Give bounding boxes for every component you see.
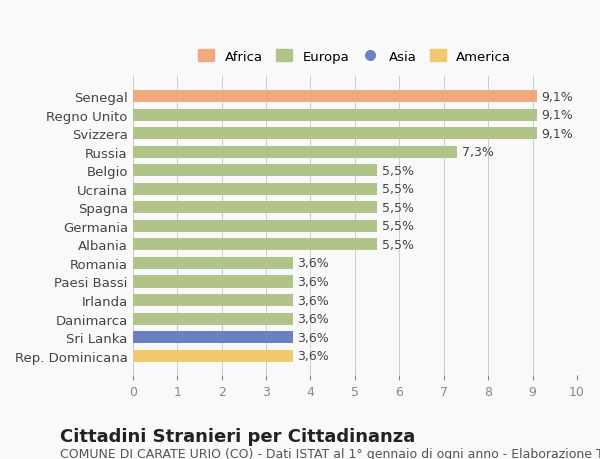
Bar bbox=[133, 276, 293, 288]
Text: 3,6%: 3,6% bbox=[297, 257, 329, 270]
Bar bbox=[133, 202, 377, 214]
Legend: Africa, Europa, Asia, America: Africa, Europa, Asia, America bbox=[193, 45, 517, 69]
Text: 5,5%: 5,5% bbox=[382, 164, 413, 177]
Bar bbox=[133, 313, 293, 325]
Bar bbox=[133, 146, 457, 158]
Text: 9,1%: 9,1% bbox=[542, 127, 573, 140]
Text: 7,3%: 7,3% bbox=[461, 146, 493, 159]
Text: 3,6%: 3,6% bbox=[297, 349, 329, 362]
Text: 5,5%: 5,5% bbox=[382, 202, 413, 214]
Text: 5,5%: 5,5% bbox=[382, 183, 413, 196]
Text: Cittadini Stranieri per Cittadinanza: Cittadini Stranieri per Cittadinanza bbox=[60, 427, 415, 445]
Text: 9,1%: 9,1% bbox=[542, 90, 573, 103]
Bar bbox=[133, 91, 537, 103]
Text: 3,6%: 3,6% bbox=[297, 275, 329, 288]
Bar bbox=[133, 331, 293, 343]
Text: 5,5%: 5,5% bbox=[382, 238, 413, 252]
Bar bbox=[133, 257, 293, 269]
Text: 5,5%: 5,5% bbox=[382, 220, 413, 233]
Bar bbox=[133, 350, 293, 362]
Bar bbox=[133, 165, 377, 177]
Bar bbox=[133, 183, 377, 196]
Text: 3,6%: 3,6% bbox=[297, 331, 329, 344]
Bar bbox=[133, 220, 377, 232]
Bar bbox=[133, 239, 377, 251]
Text: 9,1%: 9,1% bbox=[542, 109, 573, 122]
Bar bbox=[133, 109, 537, 121]
Bar bbox=[133, 294, 293, 307]
Bar bbox=[133, 128, 537, 140]
Text: 3,6%: 3,6% bbox=[297, 313, 329, 325]
Text: COMUNE DI CARATE URIO (CO) - Dati ISTAT al 1° gennaio di ogni anno - Elaborazion: COMUNE DI CARATE URIO (CO) - Dati ISTAT … bbox=[60, 448, 600, 459]
Text: 3,6%: 3,6% bbox=[297, 294, 329, 307]
